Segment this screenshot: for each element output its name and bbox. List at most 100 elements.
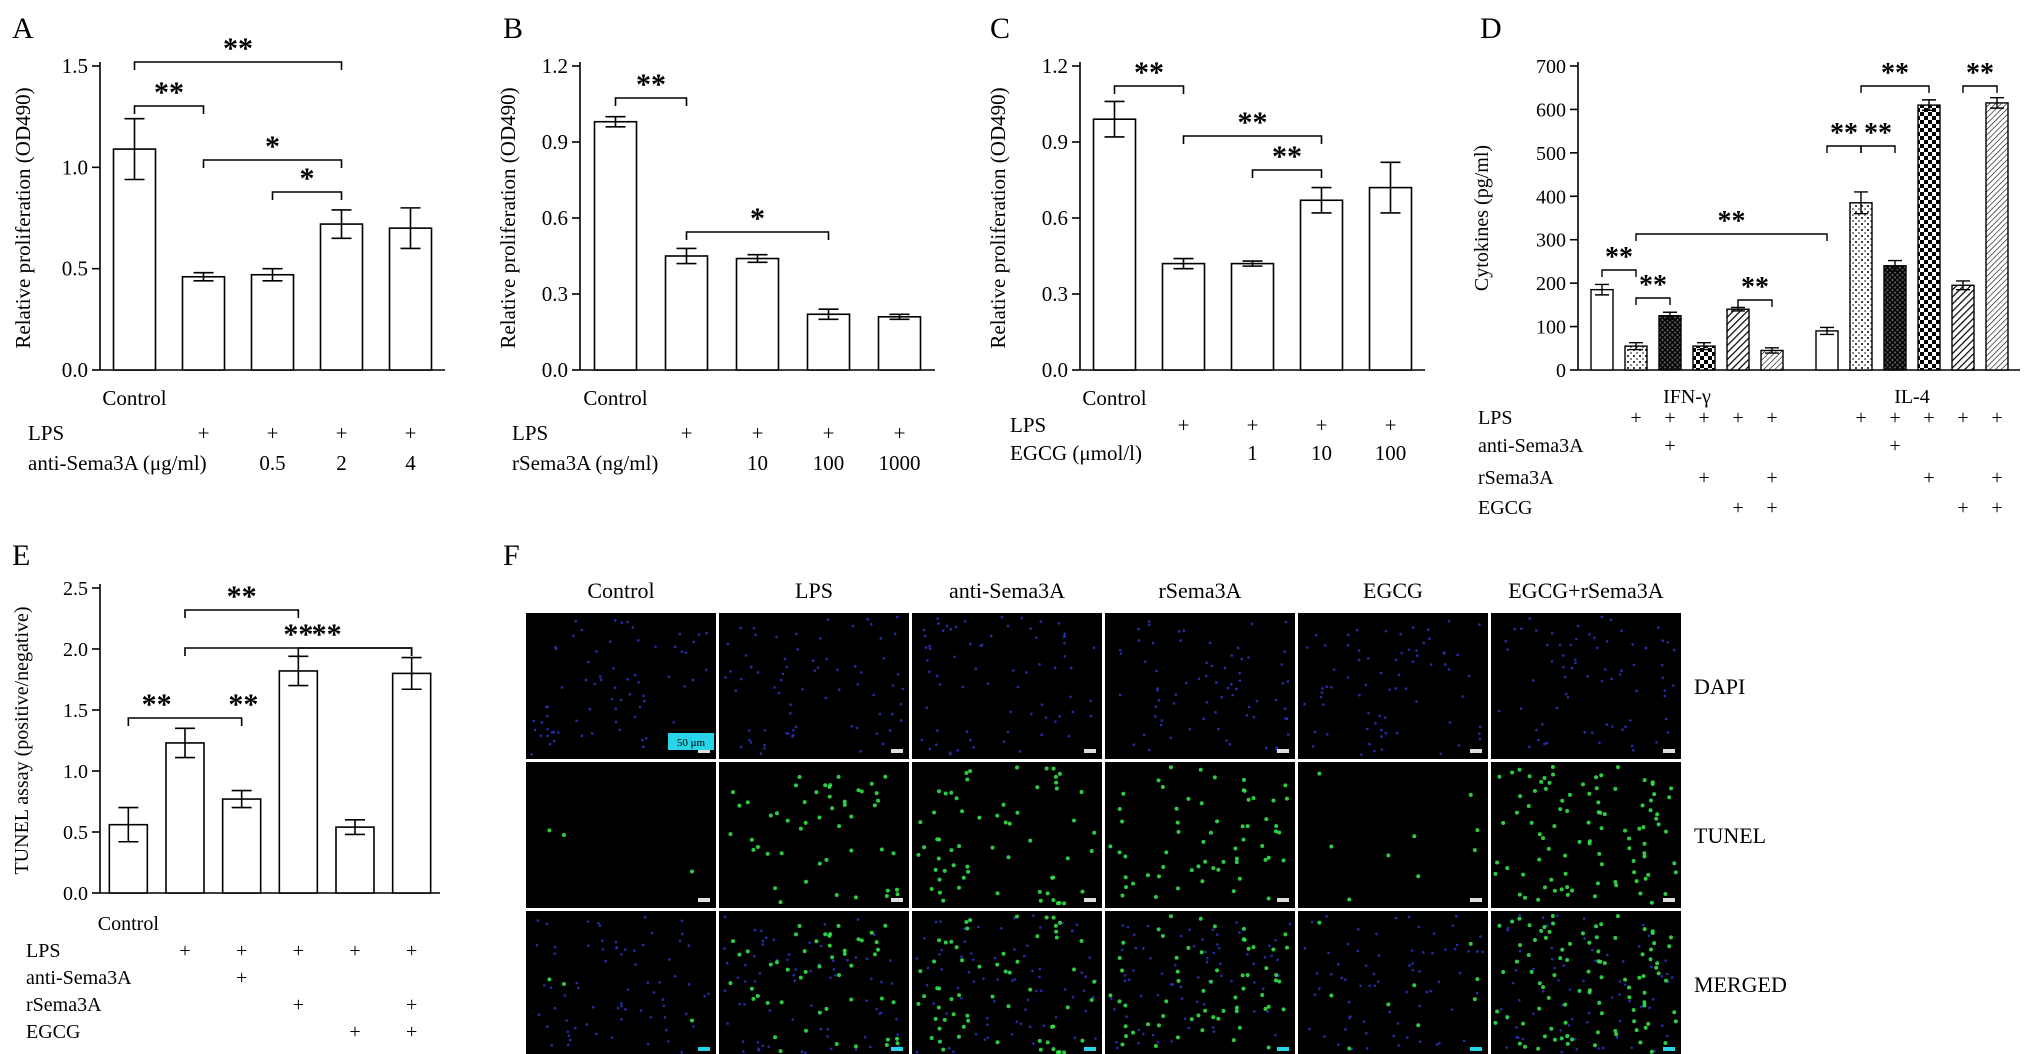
dapi-nucleus-0-1-38 — [744, 654, 748, 657]
tunel-nucleus-2-5-74 — [1673, 1019, 1678, 1024]
tunel-nucleus-2-2-41 — [943, 940, 948, 945]
dapi-nucleus-2-1-66 — [787, 953, 791, 956]
tunel-nucleus-2-2-40 — [1045, 1040, 1050, 1045]
microscopy-column-label-5: EGCG+rSema3A — [1508, 578, 1663, 603]
error-bar-B-0 — [605, 115, 626, 128]
dapi-nucleus-2-5-14 — [1664, 959, 1667, 962]
tunel-nucleus-1-3-19 — [1200, 879, 1205, 884]
significance-label-C-0: ** — [1134, 56, 1164, 89]
error-bar-E-3 — [288, 655, 309, 687]
tunel-nucleus-1-2-26 — [932, 810, 937, 815]
dapi-nucleus-0-3-16 — [1177, 630, 1181, 633]
dapi-nucleus-0-0-49 — [644, 736, 648, 740]
dapi-nucleus-2-3-63 — [1220, 974, 1223, 978]
dapi-nucleus-0-5-29 — [1504, 639, 1508, 643]
significance-label-B-0: ** — [636, 68, 666, 101]
significance-bracket-D-5 — [1860, 85, 1930, 93]
tunel-nucleus-2-2-7 — [990, 994, 995, 999]
dapi-nucleus-2-5-68 — [1518, 913, 1521, 917]
tunel-nucleus-1-3-51 — [1266, 896, 1271, 901]
dapi-nucleus-0-0-32 — [618, 728, 621, 732]
dapi-nucleus-0-4-54 — [1346, 676, 1350, 679]
tunel-nucleus-1-5-9 — [1656, 822, 1661, 827]
dapi-nucleus-0-4-46 — [1442, 652, 1446, 655]
tunel-nucleus-2-5-60 — [1595, 1030, 1600, 1035]
dapi-nucleus-2-1-35 — [752, 954, 756, 958]
dapi-nucleus-2-3-21 — [1253, 1009, 1256, 1013]
dapi-nucleus-2-2-27 — [1015, 1020, 1019, 1024]
error-bar-D-1-4 — [1956, 280, 1970, 291]
dapi-nucleus-0-4-9 — [1428, 637, 1431, 640]
tunel-nucleus-1-5-13 — [1537, 857, 1542, 862]
dapi-nucleus-2-2-56 — [1038, 975, 1041, 979]
tunel-nucleus-2-3-48 — [1273, 978, 1278, 983]
bar-D-1-3 — [1917, 104, 1941, 371]
tunel-nucleus-1-1-8 — [785, 818, 790, 823]
dapi-nucleus-2-3-35 — [1187, 1026, 1191, 1030]
dapi-nucleus-2-4-59 — [1406, 1036, 1409, 1039]
dapi-nucleus-0-3-34 — [1284, 717, 1287, 720]
dapi-nucleus-0-2-53 — [963, 620, 967, 623]
bar-E-4 — [335, 826, 375, 894]
dapi-nucleus-0-4-32 — [1447, 668, 1451, 671]
microscopy-image-0-2 — [912, 613, 1102, 759]
dapi-nucleus-2-1-42 — [753, 980, 757, 983]
error-bar-E-1 — [175, 727, 195, 759]
dapi-nucleus-2-5-47 — [1650, 965, 1653, 968]
dapi-nucleus-0-4-48 — [1411, 626, 1415, 629]
significance-bracket-B-1 — [685, 231, 830, 240]
significance-label-E-3: ** — [312, 618, 342, 651]
dapi-nucleus-2-3-29 — [1212, 951, 1216, 955]
dapi-nucleus-2-5-61 — [1628, 999, 1631, 1003]
dapi-nucleus-0-0-68 — [672, 721, 676, 724]
dapi-nucleus-0-5-59 — [1569, 643, 1573, 647]
tunel-nucleus-1-3-22 — [1175, 820, 1180, 825]
dapi-nucleus-0-2-40 — [924, 646, 928, 649]
y-axis-label-C: Relative proliferation (OD490) — [986, 87, 1010, 348]
tunel-nucleus-1-5-67 — [1552, 888, 1557, 893]
dapi-nucleus-0-3-41 — [1137, 639, 1141, 642]
tunel-nucleus-2-2-9 — [933, 1016, 938, 1021]
tunel-nucleus-1-5-15 — [1642, 778, 1647, 783]
error-bar-E-2 — [231, 789, 252, 809]
dapi-nucleus-0-3-6 — [1160, 719, 1164, 722]
dapi-nucleus-2-1-37 — [856, 918, 860, 921]
dapi-nucleus-0-5-33 — [1661, 639, 1665, 643]
tunel-nucleus-2-5-16 — [1552, 973, 1557, 978]
error-bar-D-0-1 — [1629, 341, 1643, 351]
dapi-nucleus-0-1-55 — [837, 688, 841, 691]
dapi-nucleus-2-1-45 — [870, 977, 873, 981]
tunel-nucleus-2-5-42 — [1587, 940, 1592, 945]
dapi-nucleus-2-0-12 — [601, 948, 605, 951]
tunel-nucleus-1-5-92 — [1594, 786, 1599, 791]
dapi-nucleus-0-0-58 — [546, 734, 550, 738]
tunel-nucleus-1-5-19 — [1505, 866, 1510, 871]
dapi-nucleus-2-0-31 — [650, 931, 654, 935]
tunel-nucleus-1-5-24 — [1518, 794, 1523, 799]
dapi-nucleus-2-3-31 — [1205, 960, 1209, 964]
dapi-nucleus-2-4-8 — [1422, 950, 1425, 954]
tunel-nucleus-1-2-58 — [995, 813, 1000, 818]
significance-bracket-B-0 — [614, 97, 688, 106]
dapi-nucleus-2-3-7 — [1174, 963, 1177, 967]
tunel-nucleus-2-5-27 — [1655, 961, 1660, 966]
tunel-nucleus-1-2-18 — [1079, 790, 1084, 795]
tunel-nucleus-1-5-89 — [1642, 841, 1647, 846]
tunel-nucleus-2-5-90 — [1536, 1046, 1541, 1051]
dapi-nucleus-2-0-7 — [652, 991, 656, 994]
dapi-nucleus-0-5-37 — [1610, 725, 1614, 728]
dapi-nucleus-2-2-35 — [1061, 921, 1064, 925]
dapi-nucleus-0-0-4 — [545, 714, 549, 718]
cross-significance-label-D-0: ** — [1718, 206, 1746, 237]
dapi-nucleus-2-4-53 — [1408, 964, 1411, 967]
tunel-nucleus-1-3-42 — [1283, 783, 1288, 788]
dapi-nucleus-2-0-38 — [566, 1043, 570, 1047]
dapi-nucleus-0-5-39 — [1528, 617, 1532, 620]
dapi-nucleus-2-3-66 — [1179, 985, 1182, 989]
tunel-nucleus-2-3-24 — [1271, 947, 1276, 952]
tunel-nucleus-2-5-56 — [1510, 919, 1515, 924]
dapi-nucleus-0-1-61 — [749, 741, 753, 744]
dapi-nucleus-0-1-44 — [763, 747, 766, 750]
bar-D-0-0 — [1590, 288, 1614, 371]
tunel-nucleus-2-5-61 — [1517, 916, 1522, 921]
